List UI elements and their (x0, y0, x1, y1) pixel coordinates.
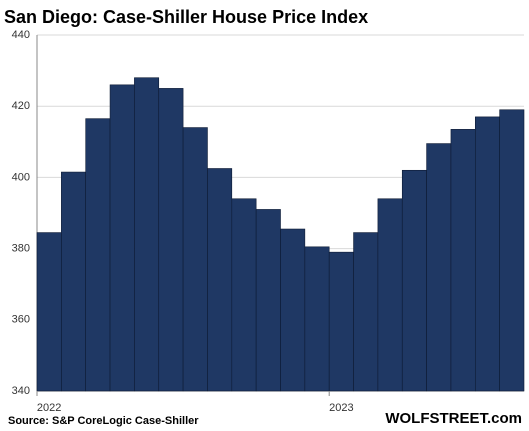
bar (85, 118, 111, 392)
watermark: WOLFSTREET.com (385, 410, 522, 427)
chart-title: San Diego: Case-Shiller House Price Inde… (4, 7, 368, 27)
source-note: Source: S&P CoreLogic Case-Shiller (8, 415, 199, 427)
bar (377, 198, 403, 392)
bar (255, 209, 281, 392)
y-tick-label: 420 (12, 100, 30, 112)
y-tick-label: 380 (12, 243, 30, 255)
bar (207, 168, 233, 392)
bar (182, 127, 208, 392)
bar (304, 246, 330, 392)
bar (280, 228, 306, 392)
y-tick-label: 360 (12, 314, 30, 326)
x-tick-label: 2023 (329, 402, 353, 414)
bar (61, 171, 86, 392)
y-tick-label: 340 (12, 385, 30, 397)
bar (109, 84, 135, 392)
bar (328, 251, 354, 392)
bar (134, 77, 160, 392)
y-tick-label: 400 (12, 171, 30, 183)
bar (450, 129, 476, 392)
bar (36, 232, 62, 392)
bar (401, 169, 427, 392)
bar (353, 232, 379, 392)
x-tick-label: 2022 (37, 402, 61, 414)
bar (231, 198, 257, 392)
bar (499, 109, 525, 392)
bar (426, 143, 452, 392)
bar (474, 116, 500, 392)
bar (158, 88, 184, 392)
y-tick-label: 440 (12, 29, 30, 41)
